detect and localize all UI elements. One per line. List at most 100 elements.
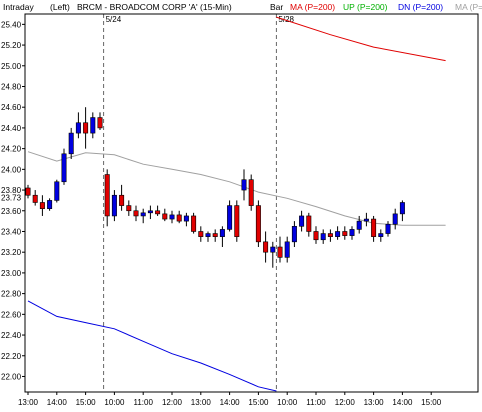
session-break-label: 5/24 bbox=[106, 15, 122, 24]
candle bbox=[277, 236, 283, 263]
candle bbox=[104, 169, 110, 227]
candle-body bbox=[111, 194, 117, 217]
candle-body bbox=[385, 223, 391, 234]
last-value-label: 23.73 bbox=[1, 193, 22, 202]
candle-body bbox=[133, 210, 139, 217]
candle-body bbox=[313, 231, 319, 241]
candle-body bbox=[90, 117, 96, 134]
candle bbox=[61, 148, 67, 185]
header-period: Intraday bbox=[3, 2, 34, 12]
candle bbox=[75, 112, 81, 139]
candle-body bbox=[147, 210, 153, 214]
y-tick-label: 24.00 bbox=[1, 165, 22, 174]
x-tick-label: 14:00 bbox=[220, 398, 241, 407]
candle-body bbox=[83, 122, 89, 134]
y-tick-label: 23.40 bbox=[1, 227, 22, 236]
candle bbox=[313, 226, 319, 244]
candle-body bbox=[270, 246, 276, 253]
x-tick-label: 15:00 bbox=[421, 398, 442, 407]
candle-body bbox=[234, 205, 240, 237]
candle bbox=[241, 169, 247, 201]
candle bbox=[111, 190, 117, 222]
y-tick-label: 22.20 bbox=[1, 352, 22, 361]
y-tick-label: 23.20 bbox=[1, 248, 22, 257]
candle bbox=[68, 127, 74, 159]
candle-body bbox=[39, 202, 45, 209]
y-tick-label: 23.80 bbox=[1, 186, 22, 195]
candle-body bbox=[363, 218, 369, 222]
candle bbox=[162, 208, 168, 222]
candle-body bbox=[68, 132, 74, 155]
candle-body bbox=[327, 233, 333, 237]
candle bbox=[385, 221, 391, 237]
candle-body bbox=[169, 214, 175, 220]
candle-body bbox=[140, 212, 146, 217]
candle-body bbox=[392, 213, 398, 225]
y-tick-label: 22.80 bbox=[1, 290, 22, 299]
candle-body bbox=[32, 194, 38, 203]
candle bbox=[54, 179, 60, 203]
y-tick-label: 22.00 bbox=[1, 372, 22, 381]
grid-layer: 5/24 5/28 bbox=[103, 14, 295, 392]
candle-body bbox=[277, 246, 283, 258]
candle-body bbox=[212, 233, 218, 237]
x-tick-label: 15:00 bbox=[248, 398, 269, 407]
candle bbox=[32, 190, 38, 206]
candle-body bbox=[255, 205, 261, 243]
candle bbox=[320, 229, 326, 244]
candle bbox=[169, 210, 175, 224]
x-tick-label: 13:00 bbox=[191, 398, 212, 407]
candle bbox=[25, 184, 31, 199]
indicator-line bbox=[27, 300, 277, 392]
candle-body bbox=[342, 231, 348, 236]
y-tick-label: 22.60 bbox=[1, 310, 22, 319]
candle-body bbox=[299, 215, 305, 227]
candle-body bbox=[183, 215, 189, 222]
y-tick-label: 22.40 bbox=[1, 331, 22, 340]
header-chart-style: Bar bbox=[270, 2, 284, 12]
y-tick-label: 25.00 bbox=[1, 62, 22, 71]
candle bbox=[119, 184, 125, 211]
candle bbox=[198, 226, 204, 242]
candle-body bbox=[191, 215, 197, 232]
candle-body bbox=[349, 229, 355, 236]
y-tick-label: 24.80 bbox=[1, 82, 22, 91]
candle bbox=[299, 210, 305, 232]
candle bbox=[327, 229, 333, 242]
candle-body bbox=[155, 210, 161, 215]
y-tick-label: 25.40 bbox=[1, 20, 22, 29]
candle bbox=[176, 210, 182, 224]
x-tick-label: 11:00 bbox=[306, 398, 326, 407]
candle bbox=[399, 200, 405, 222]
candle-body bbox=[284, 241, 290, 258]
candle bbox=[356, 215, 362, 234]
candle bbox=[147, 205, 153, 220]
candle-body bbox=[291, 226, 297, 243]
candle bbox=[378, 229, 384, 242]
candle bbox=[263, 231, 269, 263]
candle-body bbox=[227, 205, 233, 230]
x-tick-label: 10:00 bbox=[277, 398, 298, 407]
candle-body bbox=[126, 205, 132, 212]
candle bbox=[255, 200, 261, 248]
candle bbox=[248, 174, 254, 211]
candle-body bbox=[241, 179, 247, 191]
session-break-label: 5/28 bbox=[278, 15, 294, 24]
candle-layer bbox=[25, 107, 405, 268]
candle-body bbox=[61, 153, 67, 183]
candle bbox=[83, 107, 89, 149]
candle bbox=[349, 226, 355, 240]
candle bbox=[97, 112, 103, 130]
x-tick-label: 11:00 bbox=[133, 398, 153, 407]
candle bbox=[183, 212, 189, 227]
candle bbox=[140, 208, 146, 224]
candle-body bbox=[47, 200, 53, 209]
indicator-line bbox=[276, 16, 446, 62]
legend-dn-blue: DN (P=200) bbox=[398, 2, 444, 12]
legend-up-green: UP (P=200) bbox=[343, 2, 388, 12]
candle-body bbox=[104, 174, 110, 217]
x-tick-label: 14:00 bbox=[47, 398, 68, 407]
x-tick-label: 13:00 bbox=[18, 398, 39, 407]
candle-body bbox=[219, 229, 225, 237]
